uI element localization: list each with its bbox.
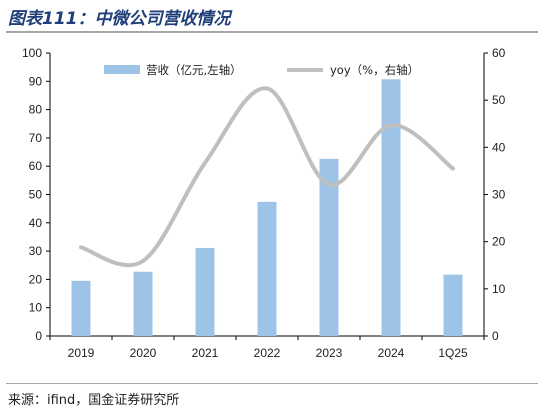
revenue-bar [443, 274, 463, 336]
revenue-bar [381, 79, 401, 336]
legend-revenue-label: 营收（亿元,左轴） [146, 63, 242, 77]
x-tick-label: 2023 [316, 346, 343, 360]
source-divider [6, 383, 538, 384]
revenue-bar [257, 201, 277, 336]
right-tick-label: 40 [492, 140, 506, 154]
yoy-line [79, 86, 455, 268]
yoy-series-line [79, 86, 455, 268]
revenue-bars [71, 79, 463, 336]
revenue-bar [71, 280, 91, 336]
right-tick-label: 50 [492, 93, 506, 107]
revenue-bar [319, 158, 339, 336]
x-tick-label: 2020 [130, 346, 157, 360]
left-tick-label: 40 [29, 216, 43, 230]
title-divider [6, 31, 538, 33]
x-tick-label: 2024 [378, 346, 405, 360]
right-tick-label: 0 [492, 329, 499, 343]
left-tick-label: 10 [29, 301, 43, 315]
x-tick-label: 2021 [192, 346, 219, 360]
revenue-bar [133, 271, 153, 336]
x-tick-label: 2022 [254, 346, 281, 360]
chart-legend: 营收（亿元,左轴） yoy（%，右轴） [104, 63, 419, 77]
left-tick-label: 80 [29, 103, 43, 117]
legend-yoy-label: yoy（%，右轴） [330, 63, 419, 77]
right-tick-label: 10 [492, 282, 506, 296]
source-note: 来源：ifind，国金证券研究所 [8, 393, 180, 408]
left-tick-label: 20 [29, 272, 43, 286]
left-tick-label: 100 [22, 46, 42, 60]
left-tick-label: 90 [29, 74, 43, 88]
right-tick-label: 30 [492, 188, 506, 202]
revenue-bar [195, 247, 215, 336]
right-tick-label: 60 [492, 46, 506, 60]
chart-title: 图表111：中微公司营收情况 [8, 9, 231, 29]
left-tick-label: 70 [29, 131, 43, 145]
legend-revenue-swatch [104, 65, 140, 74]
left-tick-label: 50 [29, 188, 43, 202]
left-tick-label: 30 [29, 244, 43, 258]
left-tick-label: 60 [29, 159, 43, 173]
x-tick-label: 1Q25 [438, 346, 468, 360]
left-tick-label: 0 [35, 329, 42, 343]
right-tick-label: 20 [492, 235, 506, 249]
x-tick-label: 2019 [68, 346, 95, 360]
